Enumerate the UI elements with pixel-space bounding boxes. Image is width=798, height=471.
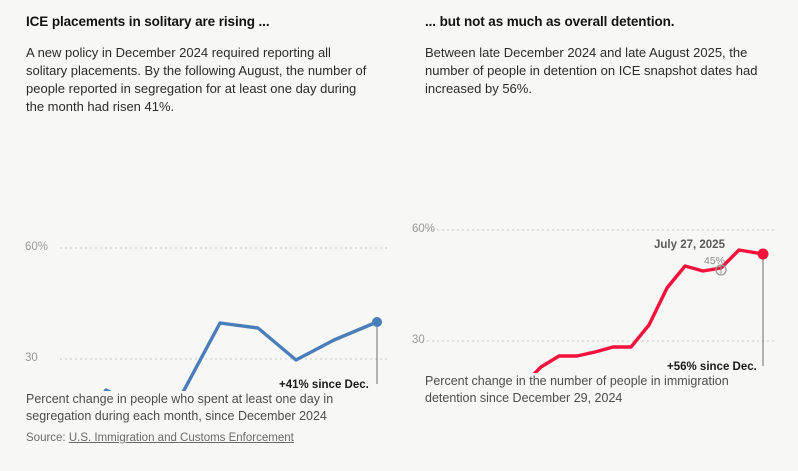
left-caption: Percent change in people who spent at le…: [26, 391, 334, 424]
source-label: Source:: [26, 432, 66, 445]
left-data-line: [103, 319, 379, 391]
right-line-chart[interactable]: 60% 30 0 July 27, 2025 45% +56% since De…: [399, 98, 798, 373]
source-link[interactable]: U.S. Immigration and Customs Enforcement: [68, 432, 294, 445]
left-endpoint-dot: [372, 316, 382, 327]
right-annotation-bold: +56% since Dec.: [667, 361, 757, 373]
left-panel: ICE placements in solitary are rising ..…: [0, 0, 399, 444]
left-panel-text: ICE placements in solitary are rising ..…: [0, 0, 399, 116]
right-endpoint-dot: [757, 248, 769, 260]
right-panel-text: ... but not as much as overall detention…: [399, 0, 798, 98]
left-chart-holder[interactable]: 60% 30 0 +41% since Dec. 1,151 people in…: [0, 116, 399, 391]
right-chart-holder[interactable]: 60% 30 0 July 27, 2025 45% +56% since De…: [399, 98, 798, 373]
right-panel: ... but not as much as overall detention…: [399, 0, 798, 471]
right-tooltip-value: 45%: [704, 255, 725, 267]
ylabel-60: 60%: [412, 223, 435, 235]
ylabel-60: 60%: [25, 241, 48, 253]
ylabel-30: 30: [412, 334, 425, 346]
left-dek: A new policy in December 2024 required r…: [26, 44, 367, 114]
right-caption: Percent change in the number of people i…: [425, 373, 729, 406]
right-hover-dot[interactable]: [715, 264, 727, 276]
ylabel-30: 30: [25, 352, 38, 364]
left-line-chart[interactable]: 60% 30 0 +41% since Dec. 1,151 people in…: [0, 116, 399, 391]
right-headline: ... but not as much as overall detention…: [425, 14, 675, 29]
right-data-line: [532, 247, 765, 373]
right-dek: Between late December 2024 and late Augu…: [425, 44, 758, 96]
left-annotation-bold: +41% since Dec.: [279, 379, 369, 391]
right-tooltip-date: July 27, 2025: [654, 239, 726, 251]
left-headline: ICE placements in solitary are rising ..…: [26, 14, 270, 29]
left-source: Source: U.S. Immigration and Customs Enf…: [0, 426, 399, 444]
